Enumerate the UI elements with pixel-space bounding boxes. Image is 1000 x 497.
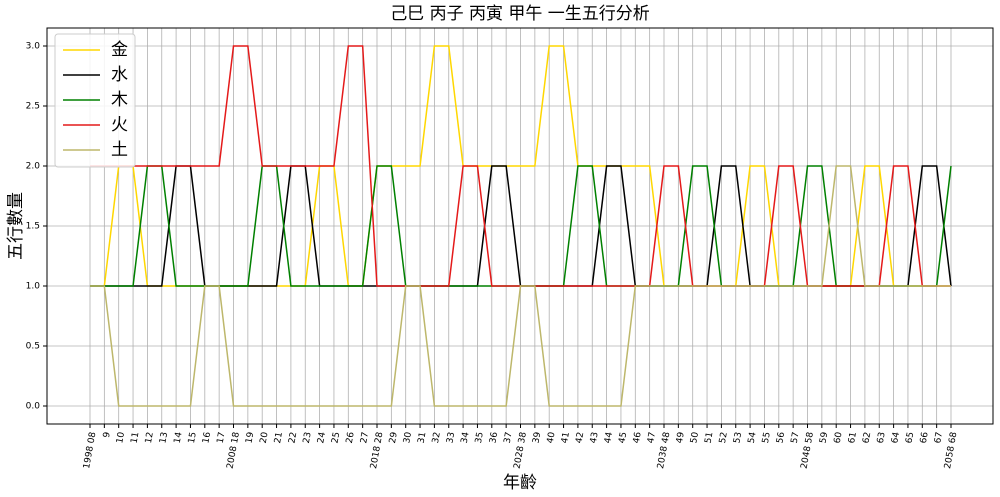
x-tick-label: 67 — [933, 431, 945, 444]
y-tick-label: 2.0 — [26, 162, 41, 172]
x-tick-label: 59 — [818, 431, 830, 444]
x-tick-label: 36 — [488, 431, 500, 444]
x-tick-label: 49 — [675, 431, 687, 444]
x-tick-label: 27 — [359, 431, 371, 444]
x-tick-label: 64 — [890, 431, 902, 444]
legend-label: 水 — [111, 65, 128, 85]
x-tick-label: 22 — [287, 431, 299, 444]
x-tick-label: 44 — [603, 431, 615, 444]
x-tick-label: 29 — [388, 431, 400, 444]
x-tick-label: 66 — [919, 431, 931, 444]
x-tick-label: 51 — [704, 431, 716, 444]
x-tick-label: 47 — [646, 431, 658, 444]
x-tick-label: 9 — [102, 431, 113, 439]
series-line — [90, 165, 951, 407]
x-tick-label: 2038 48 — [656, 431, 672, 470]
x-tick-label: 2048 58 — [800, 431, 816, 470]
x-tick-label: 37 — [503, 431, 515, 444]
x-tick-label: 46 — [632, 431, 644, 444]
chart-title: 己巳 丙子 丙寅 甲午 一生五行分析 — [390, 4, 650, 24]
x-tick-label: 13 — [158, 431, 170, 444]
legend-label: 火 — [111, 115, 128, 135]
x-tick-label: 40 — [546, 431, 558, 444]
x-tick-label: 24 — [316, 431, 328, 444]
y-axis-label: 五行數量 — [6, 192, 26, 260]
y-tick-label: 1.5 — [26, 222, 40, 232]
x-tick-label: 14 — [173, 431, 185, 444]
x-tick-label: 15 — [187, 431, 199, 444]
x-tick-label: 34 — [460, 431, 472, 444]
x-tick-label: 19 — [244, 431, 256, 444]
x-tick-label: 56 — [775, 431, 787, 444]
x-tick-label: 32 — [431, 431, 443, 444]
x-tick-label: 39 — [531, 431, 543, 444]
x-tick-label: 21 — [273, 431, 285, 444]
x-tick-label: 61 — [847, 431, 859, 444]
x-tick-label: 60 — [833, 431, 845, 444]
y-tick-label: 0.0 — [26, 402, 41, 412]
x-tick-label: 62 — [861, 431, 873, 444]
legend-label: 土 — [111, 140, 128, 160]
x-tick-label: 43 — [589, 431, 601, 444]
x-tick-label: 65 — [905, 431, 917, 444]
y-tick-label: 2.5 — [26, 102, 40, 112]
x-tick-label: 42 — [574, 431, 586, 444]
x-tick-label: 12 — [144, 431, 156, 444]
x-tick-label: 33 — [445, 431, 457, 444]
x-tick-label: 57 — [790, 431, 802, 444]
x-tick-label: 10 — [115, 431, 127, 444]
x-tick-label: 35 — [474, 431, 486, 444]
x-tick-label: 50 — [689, 431, 701, 444]
legend-label: 木 — [111, 90, 128, 110]
x-tick-label: 54 — [747, 431, 759, 444]
x-tick-label: 2028 38 — [513, 431, 529, 470]
legend-label: 金 — [111, 40, 128, 60]
x-tick-label: 25 — [331, 431, 343, 444]
x-tick-label: 63 — [876, 431, 888, 444]
y-tick-label: 0.5 — [26, 342, 40, 352]
x-tick-label: 41 — [560, 431, 572, 444]
x-tick-label: 30 — [402, 431, 414, 444]
x-tick-label: 23 — [302, 431, 314, 444]
plot-frame — [46, 27, 994, 425]
x-tick-label: 11 — [130, 431, 142, 444]
x-tick-label: 31 — [417, 431, 429, 444]
x-tick-label: 45 — [618, 431, 630, 444]
x-tick-label: 2058 68 — [943, 431, 959, 470]
x-tick-label: 16 — [201, 431, 213, 444]
x-axis-label: 年齡 — [503, 473, 537, 493]
x-tick-label: 2018 28 — [369, 431, 385, 470]
x-tick-label: 55 — [761, 431, 773, 444]
y-tick-label: 3.0 — [26, 42, 41, 52]
x-tick-label: 26 — [345, 431, 357, 444]
x-tick-label: 52 — [718, 431, 730, 444]
x-tick-label: 17 — [216, 431, 228, 444]
y-tick-label: 1.0 — [26, 282, 41, 292]
x-tick-label: 1998 08 — [82, 431, 98, 470]
x-tick-label: 20 — [259, 431, 271, 444]
x-tick-label: 53 — [732, 431, 744, 444]
x-tick-label: 2008 18 — [226, 431, 242, 470]
